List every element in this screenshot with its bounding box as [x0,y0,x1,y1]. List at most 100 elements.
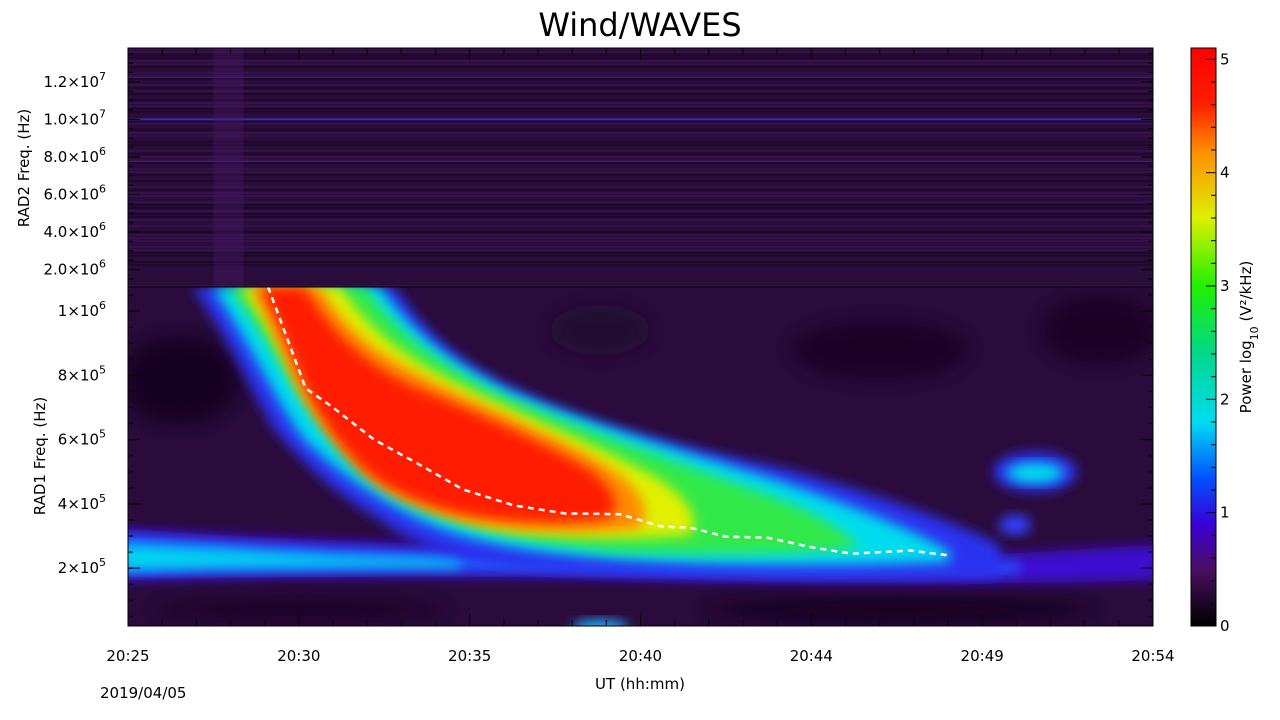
rad2-noise-streak [128,282,1153,284]
rad2-noise-streak [128,267,1153,269]
rad2-noise-streak [128,114,1153,116]
y-tick-exponent: 5 [99,492,106,505]
y-tick-label: 8×105 [58,363,106,384]
rad1-y-axis-label: RAD1 Freq. (Hz) [31,397,49,515]
colorbar-tick-label: 0 [1220,617,1230,635]
y-tick-mantissa: 8×10 [58,366,99,384]
rad2-noise-streak [128,138,1153,140]
colorbar-tick-label: 4 [1220,164,1230,182]
rad2-noise-streak [128,207,1153,209]
rad2-background [128,48,1153,287]
blob-blue-lower [999,515,1031,535]
rad2-noise-streak [128,126,1153,128]
rad2-noise-streak [128,117,1153,119]
colorbar-tick-label: 5 [1220,50,1230,68]
y-tick-exponent: 6 [99,182,106,195]
rad2-noise-streak [128,180,1153,182]
rad2-noise-streak [128,189,1153,191]
rad2-noise-streak [128,69,1153,71]
rad2-noise-streak [128,264,1153,266]
rad2-noise-streak [128,150,1153,152]
y-tick-exponent: 5 [99,428,106,441]
band-200khz-cyan [128,545,460,570]
rad2-noise-streak [128,222,1153,224]
y-tick-mantissa: 2.0×10 [43,261,99,279]
colorbar-label-sub: 10 [1248,326,1261,340]
x-tick-label: 20:44 [790,647,833,665]
x-tick-label: 20:30 [277,647,320,665]
rad2-noise-streak [128,171,1153,173]
rad2-noise-streak [128,105,1153,107]
rad2-noise-streak [128,165,1153,167]
rad2-noise-streak [128,168,1153,170]
y-tick-label: 1×106 [58,299,106,320]
rad2-noise-streak [128,96,1153,98]
burst-red-core [260,287,615,522]
rad2-noise-streak [128,276,1153,278]
x-tick-label: 20:25 [106,647,149,665]
colorbar-tick-label: 1 [1220,504,1230,522]
rad2-noise-streak [128,147,1153,149]
rad2-noise-streak [128,66,1153,68]
rad2-noise-streak [128,153,1153,155]
y-tick-label: 8.0×106 [43,145,106,166]
date-label: 2019/04/05 [100,684,186,702]
chart-title: Wind/WAVES [538,6,741,44]
y-tick-exponent: 7 [99,107,106,120]
colorbar-tick-label: 3 [1220,277,1230,295]
y-tick-mantissa: 8.0×10 [43,148,99,166]
rad1-dark-patches [128,295,1153,624]
y-tick-exponent: 5 [99,556,106,569]
rad2-noise-streak [128,102,1153,104]
rad2-noise-streak [128,228,1153,230]
rad2-noise-streak [128,243,1153,245]
x-tick-label: 20:40 [619,647,662,665]
rad2-noise-streak [128,81,1153,83]
rad2-noise-streak [128,144,1153,146]
rad2-noise-streak [128,183,1153,185]
dark-patch [700,596,1100,624]
rad2-noise-streak [128,87,1153,89]
rad2-noise-streak [128,216,1153,218]
colorbar-gradient [1191,48,1216,626]
rad2-bright-line [128,160,1153,162]
y-tick-label: 2.0×106 [43,258,106,279]
y-tick-mantissa: 2×10 [58,559,99,577]
y-tick-label: 2×105 [58,556,106,577]
rad2-bright-line [128,76,1153,78]
colorbar-frame [1190,47,1217,627]
rad2-noise-streak [128,249,1153,251]
y-tick-label: 6.0×106 [43,182,106,203]
rad2-noise-streak [128,177,1153,179]
type-iii-ridge-line [266,287,949,557]
rad2-noise-lines [128,48,1153,287]
rad2-noise-streak [128,120,1153,122]
rad2-noise-streak [128,273,1153,275]
y-tick-mantissa: 6.0×10 [43,185,99,203]
y-tick-label: 1.2×107 [43,70,106,91]
y-tick-label: 1.0×107 [43,107,106,128]
rad2-noise-streak [128,225,1153,227]
dark-patch [150,598,450,622]
rad2-noise-streak [128,141,1153,143]
dark-patch [790,320,970,380]
rad2-noise-streak [128,111,1153,113]
rad2-panel [128,48,1153,287]
rad2-noise-streak [128,156,1153,158]
rad2-noise-streak [128,72,1153,74]
rad2-noise-streak [128,132,1153,134]
rad2-noise-streak [128,60,1153,62]
x-axis-label: UT (hh:mm) [595,675,685,693]
rad2-noise-streak [128,258,1153,260]
rad2-noise-streak [128,210,1153,212]
y-tick-exponent: 6 [99,145,106,158]
rad2-noise-streak [128,84,1153,86]
y-tick-mantissa: 1.0×10 [43,110,99,128]
dark-patch [128,335,240,425]
rad2-noise-streak [128,162,1153,164]
rad2-noise-streak [128,135,1153,137]
blob-cyan-upper [1007,463,1063,483]
rad2-noise-streak [128,237,1153,239]
rad2-noise-streak [128,234,1153,236]
